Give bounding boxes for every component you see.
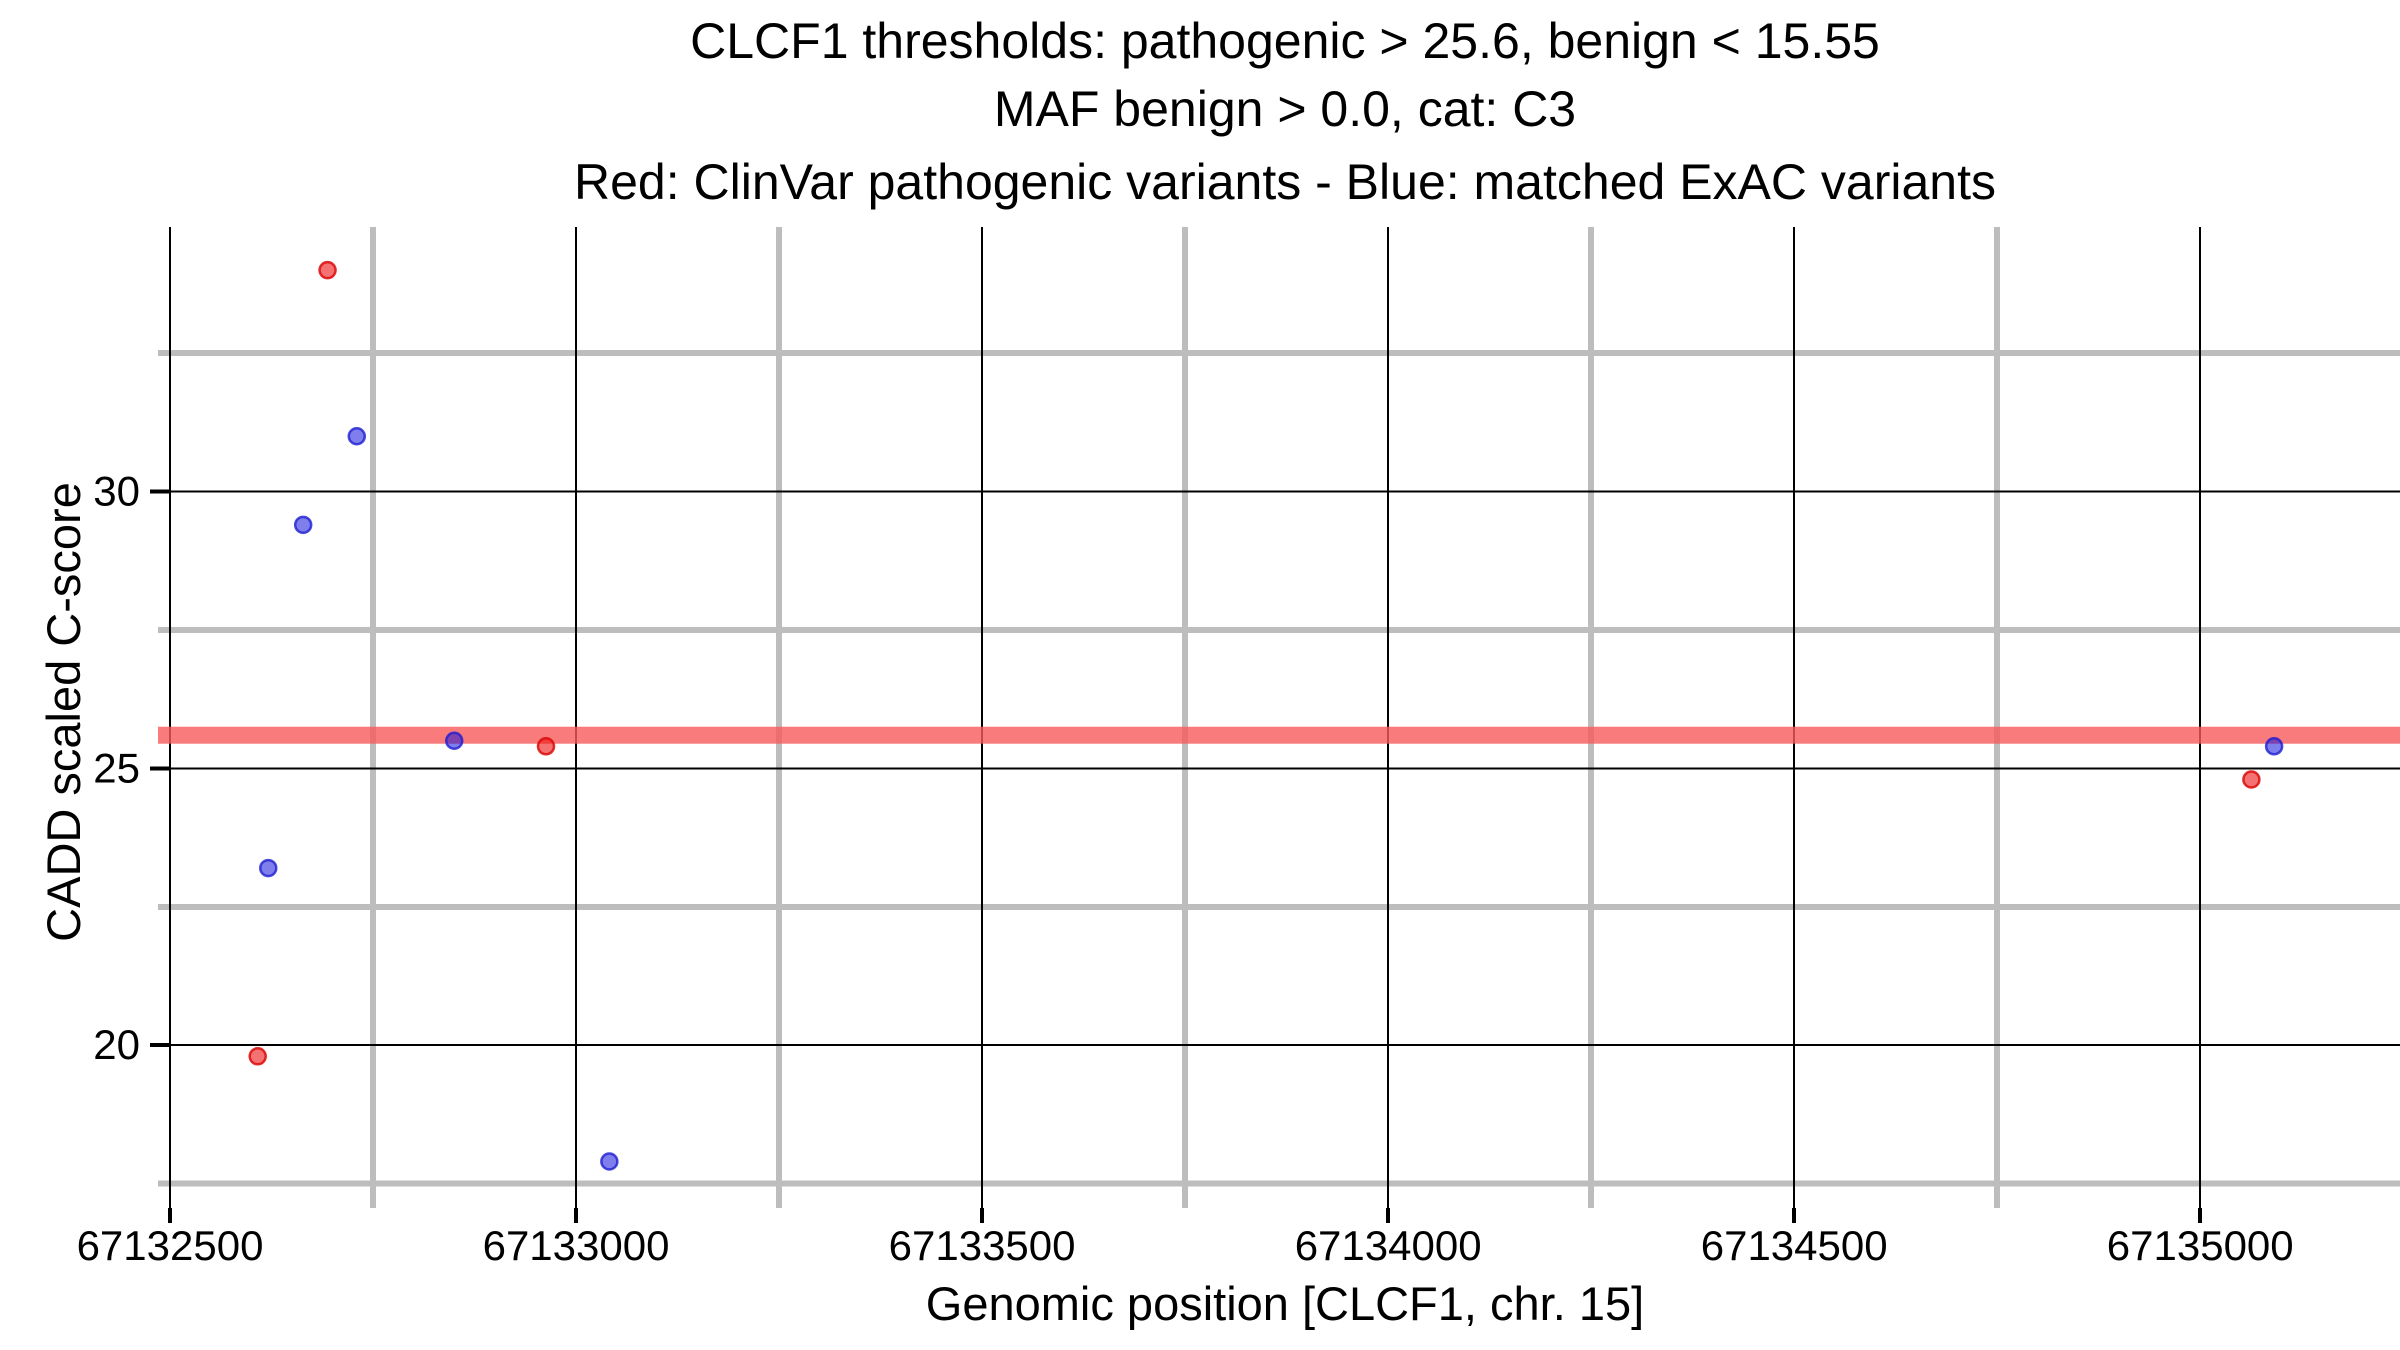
tick-labels: 20 25 30 67132500 67133000 67133500 67134000 67…	[77, 468, 2294, 1269]
y-tick-label: 20	[93, 1021, 140, 1068]
y-axis-title: CADD scaled C-score	[37, 482, 90, 942]
chart-title-line-2: MAF benign > 0.0, cat: C3	[994, 81, 1576, 137]
chart-title-line-1: CLCF1 thresholds: pathogenic > 25.6, ben…	[690, 13, 1880, 69]
data-point-blue	[600, 1152, 619, 1171]
minor-gridlines	[158, 227, 2400, 1208]
x-tick-label: 67134000	[1295, 1222, 1482, 1269]
data-point-red	[2242, 770, 2261, 789]
axis-ticks	[150, 489, 2203, 1223]
chart-title-line-3-legend: Red: ClinVar pathogenic variants - Blue:…	[574, 154, 1996, 210]
y-tick-label: 30	[93, 468, 140, 515]
major-gridlines	[169, 227, 2400, 1208]
data-point-red	[248, 1047, 267, 1066]
data-point-blue	[444, 731, 464, 751]
data-point-blue	[259, 858, 278, 878]
y-tick-label: 25	[93, 744, 140, 791]
x-tick-label: 67132500	[77, 1222, 264, 1269]
x-tick-label: 67134500	[1701, 1222, 1888, 1269]
data-points	[248, 260, 2284, 1171]
data-point-blue	[293, 515, 313, 535]
pathogenic-threshold-line	[158, 726, 2400, 744]
x-axis-title: Genomic position [CLCF1, chr. 15]	[926, 1277, 1644, 1330]
x-tick-label: 67133000	[483, 1222, 670, 1269]
data-point-blue	[2264, 737, 2284, 756]
data-point-red	[536, 737, 556, 756]
data-point-red	[318, 260, 337, 280]
threshold-band	[158, 726, 2400, 744]
x-tick-label: 67133500	[889, 1222, 1076, 1269]
x-tick-label: 67135000	[2107, 1222, 2294, 1269]
data-point-blue	[347, 427, 367, 446]
